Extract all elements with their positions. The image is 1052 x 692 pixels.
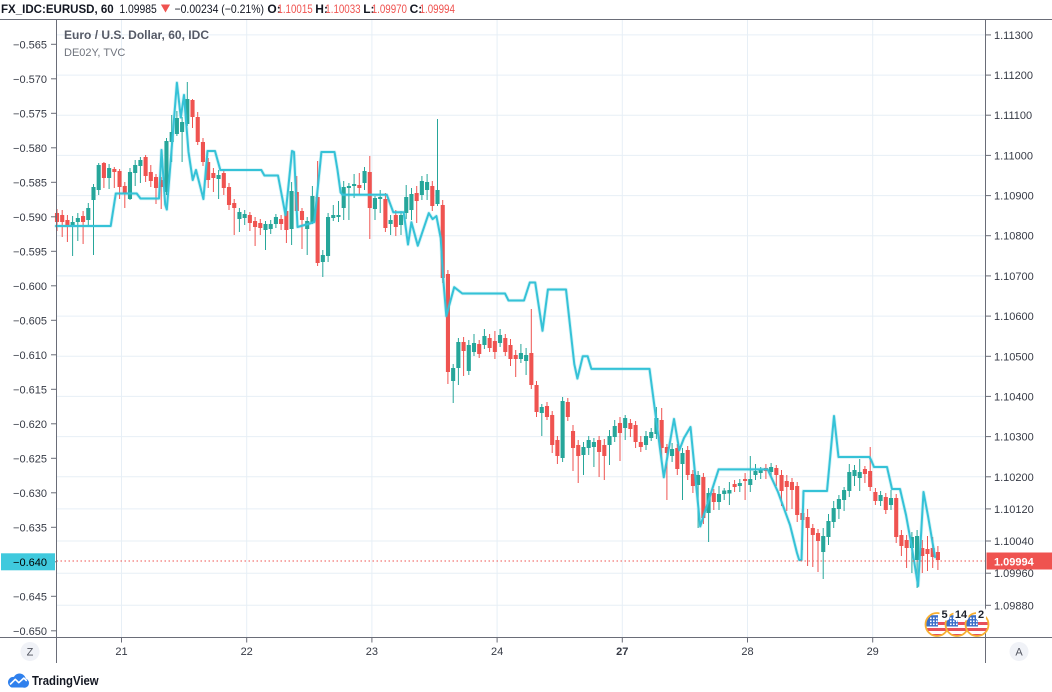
svg-text:C:: C: [410,2,423,16]
svg-text:Z: Z [27,647,34,659]
svg-text:−0.645: −0.645 [13,591,47,603]
svg-text:−0.565: −0.565 [13,39,47,51]
svg-text:−0.570: −0.570 [13,74,47,86]
svg-text:1.10600: 1.10600 [994,311,1034,323]
svg-text:1.10500: 1.10500 [994,351,1034,363]
svg-text:2: 2 [978,609,984,621]
svg-text:1.09880: 1.09880 [994,600,1034,612]
svg-text:−0.605: −0.605 [13,315,47,327]
svg-text:−0.585: −0.585 [13,177,47,189]
svg-text:29: 29 [867,646,879,658]
svg-text:DE02Y, TVC: DE02Y, TVC [64,47,125,59]
svg-text:1.09960: 1.09960 [994,568,1034,580]
svg-text:1.09994: 1.09994 [420,2,456,16]
svg-text:27: 27 [616,646,628,658]
svg-text:21: 21 [115,646,127,658]
svg-text:TradingView: TradingView [32,674,99,688]
svg-text:1.09970: 1.09970 [372,2,408,16]
svg-text:1.10800: 1.10800 [994,231,1034,243]
svg-text:28: 28 [741,646,753,658]
svg-text:23: 23 [366,646,378,658]
svg-text:−0.600: −0.600 [13,281,47,293]
svg-text:−0.575: −0.575 [13,108,47,120]
svg-text:−0.625: −0.625 [13,453,47,465]
svg-text:−0.640: −0.640 [13,557,47,569]
svg-text:−0.00234 (−0.21%): −0.00234 (−0.21%) [175,2,265,16]
svg-text:1.10700: 1.10700 [994,271,1034,283]
svg-text:1.10900: 1.10900 [994,191,1034,203]
svg-text:1.11300: 1.11300 [994,30,1033,42]
svg-text:1.10033: 1.10033 [325,2,361,16]
svg-text:−0.620: −0.620 [13,419,47,431]
svg-text:1.11100: 1.11100 [994,110,1032,122]
svg-text:H:: H: [315,2,328,16]
svg-text:14: 14 [955,609,968,621]
svg-text:FX_IDC:EURUSD, 60: FX_IDC:EURUSD, 60 [1,2,114,16]
svg-text:A: A [1015,647,1023,659]
svg-text:−0.635: −0.635 [13,522,47,534]
svg-text:L:: L: [363,2,374,16]
svg-text:−0.610: −0.610 [13,350,47,362]
svg-text:1.11000: 1.11000 [994,150,1033,162]
svg-text:1.10015: 1.10015 [277,2,313,16]
svg-text:−0.630: −0.630 [13,488,47,500]
svg-text:−0.650: −0.650 [13,626,47,638]
svg-text:1.10200: 1.10200 [994,472,1034,484]
svg-text:Euro / U.S. Dollar, 60, IDC: Euro / U.S. Dollar, 60, IDC [64,28,209,42]
svg-text:−0.595: −0.595 [13,246,47,258]
svg-text:1.09985: 1.09985 [119,2,157,16]
svg-text:1.10120: 1.10120 [994,504,1034,516]
svg-text:22: 22 [241,646,253,658]
svg-text:O:: O: [267,2,280,16]
svg-text:1.10300: 1.10300 [994,432,1034,444]
svg-text:1.09994: 1.09994 [994,557,1035,569]
svg-text:−0.615: −0.615 [13,384,47,396]
svg-text:−0.590: −0.590 [13,212,47,224]
svg-text:1.11200: 1.11200 [994,70,1033,82]
svg-text:5: 5 [941,609,947,621]
svg-text:−0.580: −0.580 [13,143,47,155]
svg-text:24: 24 [491,646,503,658]
svg-text:1.10400: 1.10400 [994,391,1034,403]
svg-text:1.10040: 1.10040 [994,536,1034,548]
